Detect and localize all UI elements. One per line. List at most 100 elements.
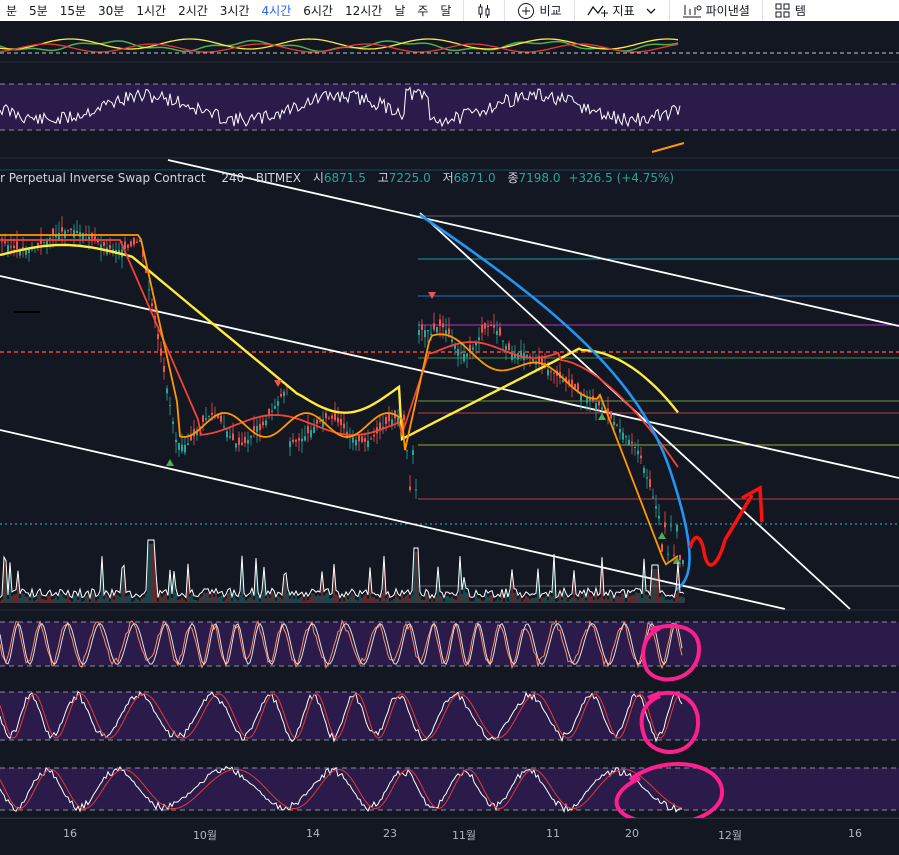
candle-body xyxy=(340,418,342,426)
candle-body xyxy=(28,249,30,253)
candle-body xyxy=(634,447,636,448)
candle-body xyxy=(322,419,324,428)
rsi-band xyxy=(0,84,899,130)
compare-button[interactable]: 비교 xyxy=(511,2,567,20)
trendline xyxy=(167,159,899,327)
x-axis-label: 14 xyxy=(306,827,320,840)
candle-body xyxy=(142,250,144,257)
candle-body xyxy=(388,414,390,422)
candle-body xyxy=(496,330,498,335)
buy-signal-marker xyxy=(598,413,606,420)
template-label: 템 xyxy=(794,4,806,18)
candle-body xyxy=(619,429,621,433)
candle-body xyxy=(493,325,495,328)
oscillator-band xyxy=(0,692,899,740)
legend-dot: · xyxy=(248,171,256,185)
candle-body xyxy=(10,246,12,248)
candle-body xyxy=(226,431,228,438)
candle-body xyxy=(415,489,417,491)
candle-body xyxy=(475,342,477,346)
timeframe-4[interactable]: 1시간 xyxy=(136,4,167,18)
candle-body xyxy=(43,242,45,244)
timeframe-2[interactable]: 15분 xyxy=(59,4,87,18)
candle-body xyxy=(613,421,615,426)
candle-body xyxy=(439,319,441,327)
timeframe-11[interactable]: 주 xyxy=(417,4,429,18)
bar-style-button[interactable] xyxy=(470,3,498,19)
candle-body xyxy=(610,411,612,419)
yellow-moving-average xyxy=(0,243,679,441)
candle-body xyxy=(664,522,666,528)
indicators-button[interactable]: 지표 xyxy=(581,2,663,19)
candle-body xyxy=(628,439,630,446)
close-value: 7198.0 xyxy=(518,171,561,185)
candle-body xyxy=(337,417,339,423)
candle-body xyxy=(430,333,432,335)
candle-body xyxy=(490,324,492,327)
candle-body xyxy=(25,249,27,255)
candle-body xyxy=(184,444,186,453)
candle-body xyxy=(598,401,600,406)
candle-body xyxy=(502,340,504,342)
timeframe-5[interactable]: 2시간 xyxy=(178,4,208,18)
template-button[interactable]: 템 xyxy=(769,2,812,19)
candle-body xyxy=(118,249,120,253)
oscillator-line-main xyxy=(0,765,683,814)
toolbar-divider xyxy=(761,0,763,21)
timeframe-6[interactable]: 3시간 xyxy=(219,4,250,18)
compare-label: 비교 xyxy=(539,4,562,18)
candle-body xyxy=(61,227,63,232)
candle-body xyxy=(577,383,579,391)
candle-body xyxy=(130,241,132,247)
template-icon xyxy=(775,3,790,17)
candle-body xyxy=(256,425,258,433)
candle-body xyxy=(679,555,681,560)
timeframe-group: 분 5분 15분 30분 1시간 2시간 3시간 4시간 6시간 12시간 날 주 달 xyxy=(0,2,457,19)
highlight-circle-1 xyxy=(641,623,702,682)
candle-body xyxy=(208,415,210,417)
low-key: 저 xyxy=(442,171,454,185)
sell-signal-marker xyxy=(274,380,282,387)
x-axis-label: 16 xyxy=(848,827,862,840)
time-axis[interactable]: 16 10월 14 23 11월 11 20 12월 16 xyxy=(0,818,899,855)
candle-body xyxy=(526,354,528,358)
chart-canvas[interactable] xyxy=(0,21,899,818)
candle-body xyxy=(37,242,39,246)
candle-body xyxy=(451,339,453,342)
candle-body xyxy=(631,441,633,444)
candle-body xyxy=(424,330,426,338)
drawing-annotations xyxy=(614,485,764,818)
candle-body xyxy=(673,554,675,556)
candle-body xyxy=(481,324,483,333)
timeframe-10[interactable]: 날 xyxy=(394,4,406,18)
timeframe-0[interactable]: 분 xyxy=(6,4,18,18)
timeframe-8[interactable]: 6시간 xyxy=(303,4,333,18)
candle-body xyxy=(52,228,54,237)
candle-body xyxy=(328,417,330,419)
timeframe-1[interactable]: 5분 xyxy=(29,4,48,18)
toolbar-divider xyxy=(463,0,465,21)
timeframe-9[interactable]: 12시간 xyxy=(344,4,383,18)
highlight-circle-2 xyxy=(639,690,701,754)
candle-body xyxy=(652,496,654,498)
rsi-pane xyxy=(0,83,899,159)
timeframe-7[interactable]: 4시간 xyxy=(261,4,292,18)
candle-body xyxy=(97,239,99,243)
candle-body xyxy=(343,423,345,429)
candle-body xyxy=(361,436,363,442)
timeframe-3[interactable]: 30분 xyxy=(98,4,125,18)
candle-body xyxy=(247,439,249,444)
pine-button[interactable]: 파이낸셜 xyxy=(676,2,756,19)
candle-body xyxy=(235,443,237,448)
x-axis-label: 11월 xyxy=(451,829,477,842)
candle-body xyxy=(40,238,42,244)
candle-body xyxy=(373,434,375,437)
orange-moving-average xyxy=(0,234,679,566)
candle-body xyxy=(454,344,456,349)
timeframe-12[interactable]: 달 xyxy=(440,4,452,18)
candle-body xyxy=(538,355,540,364)
x-axis-label: 23 xyxy=(383,827,397,840)
candle-body xyxy=(289,441,291,448)
candle-body xyxy=(196,431,198,436)
top-oscillator-pane xyxy=(0,38,899,63)
